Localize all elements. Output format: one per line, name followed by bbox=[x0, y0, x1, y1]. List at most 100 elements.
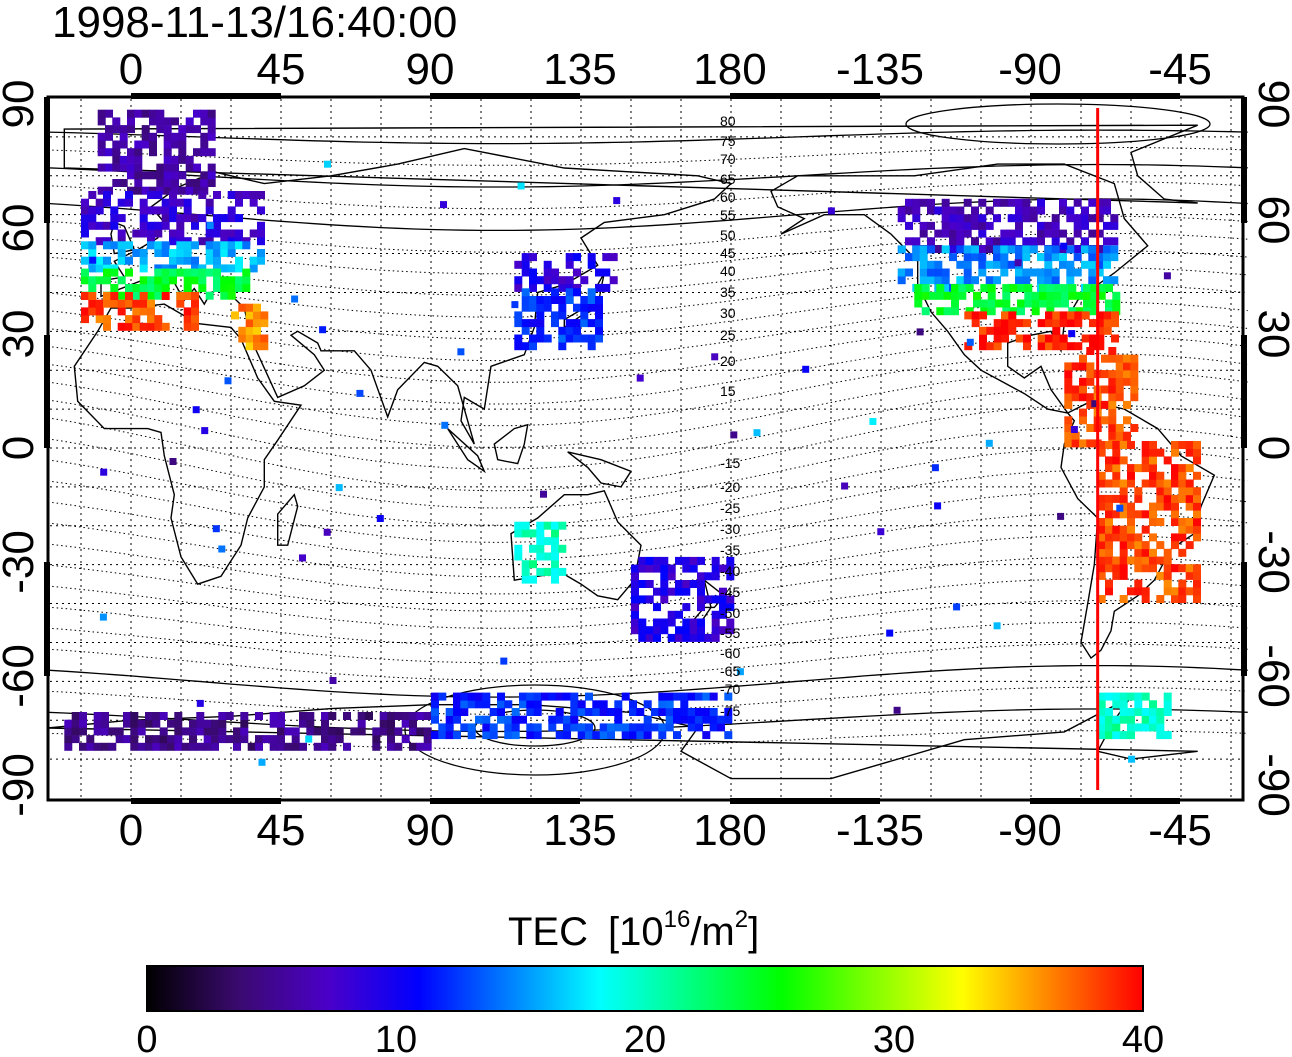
tec-cell bbox=[1045, 311, 1053, 320]
tec-cell bbox=[956, 245, 965, 254]
tec-cell bbox=[514, 552, 523, 561]
tec-cell bbox=[1119, 692, 1128, 701]
tec-cell bbox=[110, 292, 119, 300]
tec-cell bbox=[154, 229, 163, 238]
tec-cell bbox=[1127, 471, 1135, 480]
tec-cell bbox=[1052, 342, 1061, 351]
tec-cell bbox=[563, 715, 571, 724]
tec-cell bbox=[117, 249, 126, 257]
tec-cell bbox=[638, 595, 647, 604]
tec-cell bbox=[1009, 307, 1018, 316]
tec-cell bbox=[536, 544, 545, 553]
tec-cell bbox=[1095, 198, 1104, 207]
tec-cell bbox=[1130, 377, 1139, 386]
tec-cell bbox=[445, 708, 454, 716]
tec-cell bbox=[161, 292, 170, 300]
tec-cell bbox=[1097, 518, 1106, 526]
tec-cell bbox=[580, 319, 589, 328]
tec-cell bbox=[139, 307, 148, 316]
tec-cell bbox=[95, 315, 104, 324]
tec-cell bbox=[1097, 471, 1106, 480]
tec-cell bbox=[643, 700, 652, 709]
tec-cell bbox=[1075, 291, 1084, 300]
tec-cell bbox=[1119, 715, 1128, 724]
tec-cell bbox=[1064, 385, 1073, 394]
tec-cell bbox=[1064, 370, 1073, 379]
tec-cell bbox=[563, 692, 571, 701]
tec-cell bbox=[482, 715, 491, 724]
tec-cell bbox=[536, 552, 545, 561]
tec-cell bbox=[514, 521, 523, 530]
tec-cell bbox=[1128, 755, 1136, 763]
tec-cell bbox=[543, 303, 552, 312]
tec-cell bbox=[103, 322, 111, 331]
tec-cell bbox=[1119, 525, 1128, 534]
lat-tick-left: -30 bbox=[0, 530, 43, 594]
tec-cell bbox=[207, 109, 216, 118]
tec-cell bbox=[176, 256, 185, 265]
tec-cell bbox=[227, 249, 236, 257]
tec-cell bbox=[497, 715, 505, 724]
tec-cell bbox=[905, 198, 913, 207]
tec-cell bbox=[1105, 299, 1113, 308]
tec-cell bbox=[1149, 700, 1157, 709]
tec-cell bbox=[667, 610, 676, 619]
tec-cell bbox=[978, 229, 987, 238]
lat-tick-right: 90 bbox=[1249, 80, 1292, 129]
tec-cell bbox=[372, 735, 381, 744]
tec-cell bbox=[154, 191, 163, 199]
tec-cell bbox=[1149, 548, 1157, 557]
tec-cell bbox=[1110, 253, 1119, 262]
tec-cell bbox=[247, 742, 256, 751]
tec-cell bbox=[108, 727, 117, 736]
tec-cell bbox=[711, 610, 720, 619]
tec-cell bbox=[1059, 260, 1067, 269]
tec-cell bbox=[161, 198, 170, 207]
lon-tick-bottom: 0 bbox=[119, 806, 143, 855]
tec-cell bbox=[1088, 229, 1097, 238]
tec-cell bbox=[1083, 284, 1091, 293]
tec-cell bbox=[81, 206, 89, 215]
tec-cell bbox=[1193, 487, 1201, 496]
tec-cell bbox=[147, 284, 155, 292]
tec-cell bbox=[1103, 260, 1111, 269]
tec-cell bbox=[1097, 448, 1106, 457]
tec-cell bbox=[1073, 198, 1082, 207]
tec-cell bbox=[154, 315, 163, 324]
tec-cell bbox=[1029, 268, 1038, 277]
tec-cell bbox=[1105, 518, 1113, 526]
tec-cell bbox=[482, 692, 491, 701]
tec-cell bbox=[614, 700, 623, 709]
tec-cell bbox=[1090, 284, 1099, 293]
tec-cell bbox=[253, 319, 261, 328]
tec-cell bbox=[565, 253, 574, 262]
tec-cell bbox=[1156, 494, 1165, 503]
tec-cell bbox=[88, 307, 97, 316]
tec-cell bbox=[985, 439, 993, 447]
tec-cell bbox=[1090, 291, 1099, 300]
tec-cell bbox=[521, 296, 530, 304]
tec-cell bbox=[119, 125, 128, 134]
colorbar-tick: 20 bbox=[624, 1019, 666, 1057]
colorbar-label: TEC bbox=[508, 910, 588, 954]
tec-cell bbox=[1059, 253, 1067, 262]
tec-cell bbox=[1008, 311, 1017, 320]
tec-cell bbox=[110, 284, 119, 292]
tec-cell bbox=[1095, 229, 1104, 238]
tec-cell bbox=[521, 303, 530, 312]
tec-cell bbox=[198, 214, 207, 223]
tec-cell bbox=[533, 692, 542, 701]
tec-cell bbox=[235, 276, 243, 285]
tec-cell bbox=[599, 700, 608, 709]
tec-cell bbox=[726, 595, 735, 604]
tec-cell bbox=[1156, 448, 1165, 457]
tec-cell bbox=[196, 712, 205, 720]
tec-cell bbox=[1097, 548, 1106, 557]
tec-cell bbox=[1141, 556, 1150, 565]
tec-cell bbox=[110, 241, 119, 250]
tec-cell bbox=[152, 735, 161, 744]
tec-cell bbox=[521, 288, 530, 297]
lat-tick-left: -90 bbox=[0, 753, 43, 817]
tec-cell bbox=[1073, 268, 1082, 277]
magnetic-lat-label: 60 bbox=[720, 189, 736, 205]
